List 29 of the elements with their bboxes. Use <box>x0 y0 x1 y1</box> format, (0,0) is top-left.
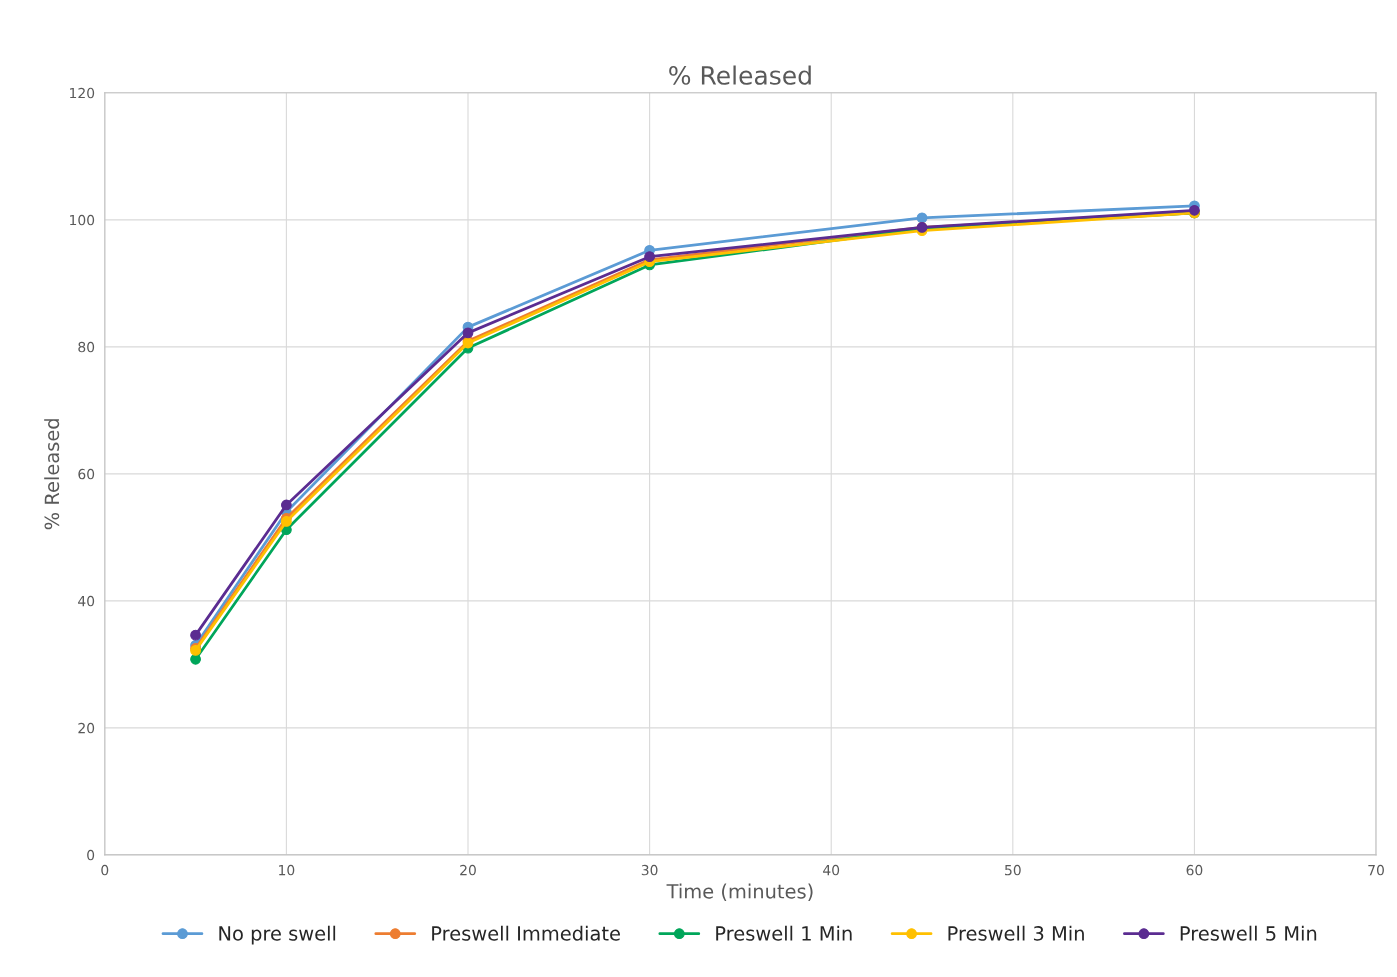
y-tick-label: 80 <box>78 341 95 353</box>
x-tick-label: 0 <box>101 864 109 876</box>
legend-label: Preswell 3 Min <box>948 925 1084 941</box>
legend-label: Preswell Immediate <box>432 925 620 941</box>
x-tick-label: 60 <box>1186 864 1203 876</box>
legend-label: Preswell 5 Min <box>1180 925 1317 941</box>
chart-title: % Released <box>669 65 811 85</box>
y-axis-title: % Released <box>44 419 60 530</box>
y-tick-label: 120 <box>70 87 95 99</box>
x-tick-label: 40 <box>823 864 840 876</box>
y-tick-label: 40 <box>78 595 95 607</box>
x-tick-label: 20 <box>460 864 476 876</box>
point <box>190 629 201 641</box>
x-axis-title: Time (minutes) <box>666 883 813 901</box>
point <box>281 516 292 527</box>
y-tick-label: 0 <box>87 849 95 861</box>
x-tick-label: 70 <box>1368 864 1384 876</box>
point <box>190 653 201 665</box>
legend-label: No pre swell <box>219 925 336 945</box>
y-tick-label: 60 <box>78 468 95 480</box>
x-tick-label: 30 <box>641 864 658 876</box>
y-tick-label: 100 <box>70 214 95 226</box>
point <box>462 327 474 339</box>
y-tick-label: 20 <box>78 722 95 734</box>
x-tick-label: 10 <box>279 864 295 876</box>
point <box>281 499 292 511</box>
legend-label: Preswell 1 Min <box>716 925 852 941</box>
point <box>916 212 928 224</box>
x-tick-label: 50 <box>1005 864 1021 876</box>
